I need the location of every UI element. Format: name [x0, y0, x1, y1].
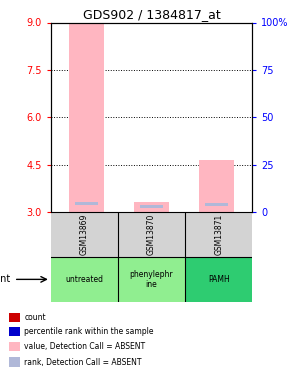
Bar [140, 205, 163, 208]
Bar [185, 257, 252, 302]
Bar [118, 212, 185, 257]
Bar [9, 342, 20, 351]
Bar [9, 357, 20, 367]
Text: GSM13871: GSM13871 [214, 214, 223, 255]
Text: percentile rank within the sample: percentile rank within the sample [24, 327, 154, 336]
Bar [134, 202, 169, 212]
Text: GSM13870: GSM13870 [147, 214, 156, 255]
Text: untreated: untreated [65, 275, 103, 284]
Text: GSM13869: GSM13869 [80, 214, 89, 255]
Bar [9, 313, 20, 322]
Bar [51, 257, 118, 302]
Bar [75, 202, 98, 205]
Text: count: count [24, 313, 46, 322]
Text: PAMH: PAMH [208, 275, 230, 284]
Bar [118, 257, 185, 302]
Bar [185, 212, 252, 257]
Text: phenylephr
ine: phenylephr ine [130, 270, 173, 289]
Bar [69, 22, 104, 212]
Text: value, Detection Call = ABSENT: value, Detection Call = ABSENT [24, 342, 145, 351]
Bar [9, 327, 20, 336]
Bar [199, 160, 234, 212]
Bar [205, 203, 228, 206]
Bar [51, 212, 118, 257]
Title: GDS902 / 1384817_at: GDS902 / 1384817_at [83, 8, 220, 21]
Text: agent: agent [0, 274, 10, 284]
Text: rank, Detection Call = ABSENT: rank, Detection Call = ABSENT [24, 358, 142, 367]
